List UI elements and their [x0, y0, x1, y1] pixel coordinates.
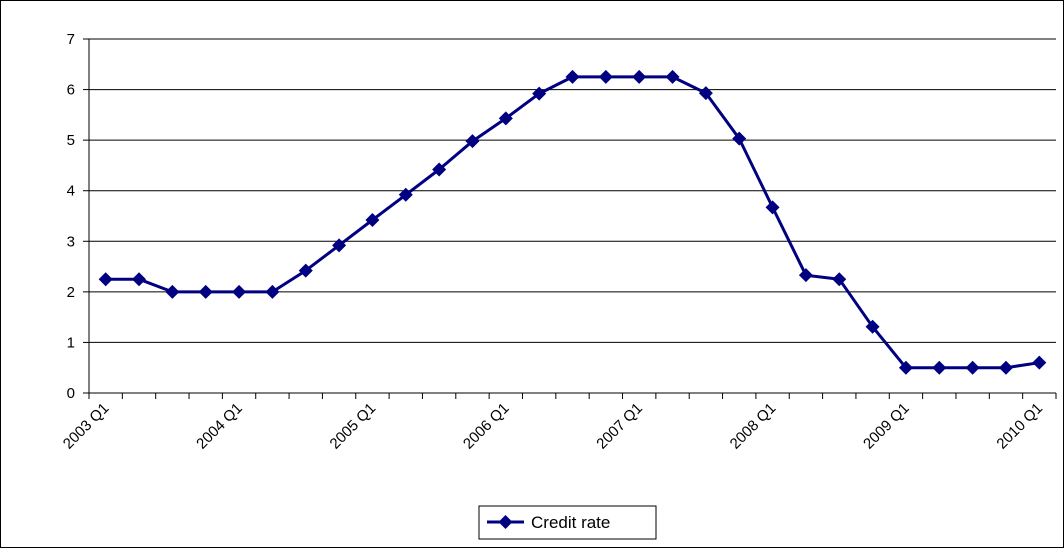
data-point-2004-Q2 — [265, 284, 280, 299]
x-tick-label: 2007 Q1 — [593, 400, 646, 453]
data-point-2006-Q2 — [532, 86, 547, 101]
data-point-2005-Q2 — [398, 187, 413, 202]
data-point-2008-Q2 — [798, 268, 813, 283]
data-point-2008-Q4 — [865, 319, 880, 334]
data-point-2010-Q1 — [1032, 355, 1047, 370]
data-point-2005-Q3 — [432, 162, 447, 177]
y-tick-label: 6 — [67, 82, 75, 99]
series-credit-rate — [98, 69, 1047, 375]
x-tick-label: 2004 Q1 — [193, 400, 246, 453]
data-point-2008-Q1 — [765, 200, 780, 215]
y-tick-label: 0 — [67, 385, 75, 402]
data-point-2005-Q1 — [365, 213, 380, 228]
y-tick-label: 7 — [67, 31, 75, 48]
data-point-2004-Q1 — [232, 284, 247, 299]
data-point-2009-Q1 — [898, 360, 913, 375]
y-tick-label: 2 — [67, 284, 75, 301]
data-point-2003-Q2 — [132, 272, 147, 287]
data-point-2004-Q3 — [298, 263, 313, 278]
y-tick-label: 4 — [67, 183, 75, 200]
series-line — [105, 75, 1040, 370]
data-point-2009-Q4 — [998, 360, 1013, 375]
data-point-2008-Q3 — [832, 272, 847, 287]
data-point-2007-Q1 — [632, 69, 647, 84]
legend-marker-icon — [498, 515, 513, 529]
x-tick-label: 2008 Q1 — [727, 400, 780, 453]
x-tick-label: 2010 Q1 — [993, 400, 1046, 453]
data-point-2006-Q4 — [598, 69, 613, 84]
x-tick-label: 2006 Q1 — [460, 400, 513, 453]
data-point-2005-Q4 — [465, 134, 480, 149]
data-point-2006-Q3 — [565, 69, 580, 84]
data-point-2004-Q4 — [332, 238, 347, 253]
data-point-2007-Q2 — [665, 69, 680, 84]
data-point-2003-Q1 — [98, 272, 113, 287]
data-point-2003-Q3 — [165, 284, 180, 299]
legend-label: Credit rate — [531, 513, 610, 532]
y-tick-label: 5 — [67, 132, 75, 149]
data-point-2003-Q4 — [198, 284, 213, 299]
data-point-2009-Q2 — [932, 360, 947, 375]
data-point-2009-Q3 — [965, 360, 980, 375]
data-point-2006-Q1 — [498, 111, 513, 126]
axes — [83, 38, 1057, 399]
x-tick-label: 2009 Q1 — [860, 400, 913, 453]
y-tick-label: 3 — [67, 233, 75, 250]
x-tick-label: 2003 Q1 — [60, 400, 113, 453]
legend: Credit rate — [478, 505, 657, 540]
data-point-2007-Q4 — [732, 131, 747, 146]
x-tick-labels: 2003 Q1 2004 Q1 2005 Q1 2006 Q1 2007 Q1 2008 … — [60, 400, 1046, 453]
data-point-2007-Q3 — [698, 86, 713, 101]
y-tick-label: 1 — [67, 334, 75, 351]
gridlines — [89, 38, 1056, 343]
y-tick-labels: 0 1 2 3 4 5 6 7 — [67, 31, 75, 402]
x-tick-label: 2005 Q1 — [327, 400, 380, 453]
